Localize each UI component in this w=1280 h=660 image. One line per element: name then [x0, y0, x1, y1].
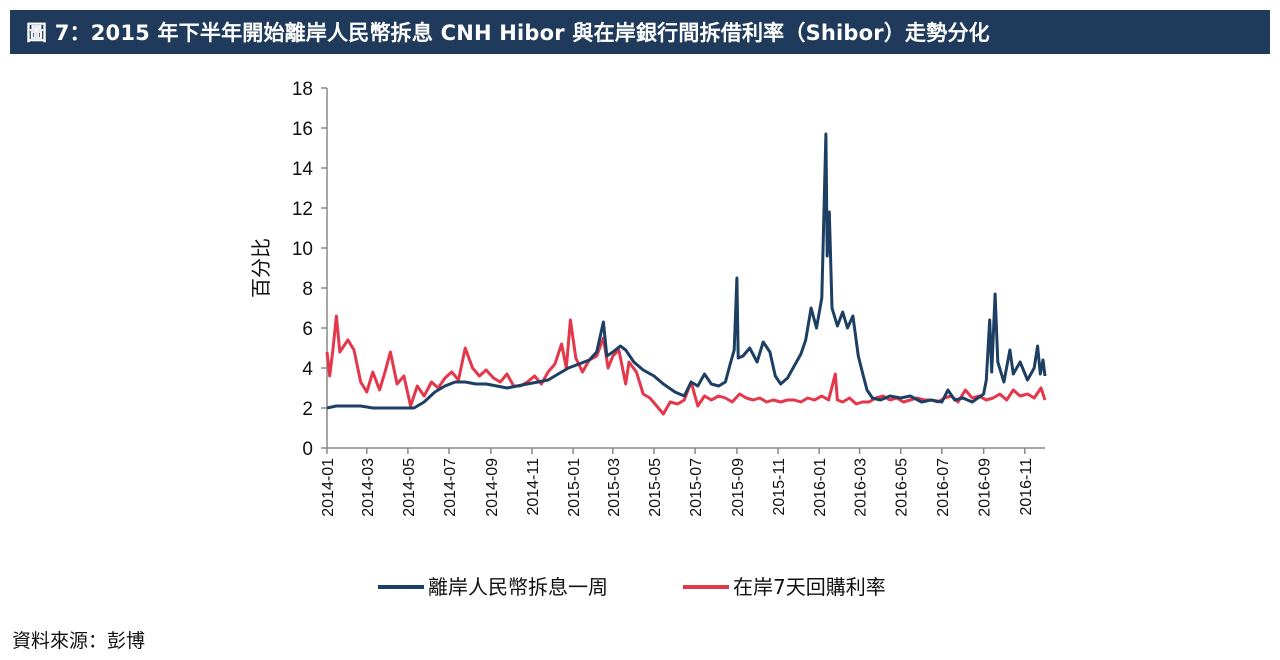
x-tick-label: 2014-11	[525, 458, 542, 516]
x-tick-label: 2014-05	[401, 458, 418, 517]
y-tick-label: 8	[302, 279, 313, 300]
y-tick-label: 2	[302, 399, 313, 420]
figure-title-bar: 圖 7：2015 年下半年開始離岸人民幣拆息 CNH Hibor 與在岸銀行間拆…	[10, 10, 1270, 54]
legend-label-onshore: 在岸7天回購利率	[733, 575, 886, 599]
y-axis-label: 百分比	[249, 238, 273, 298]
series-line-offshore	[326, 132, 1047, 410]
y-tick-label: 14	[292, 159, 314, 180]
x-tick-label: 2016-01	[812, 458, 829, 517]
x-tick-label: 2014-03	[360, 458, 377, 517]
source-note: 資料來源：彭博	[12, 630, 146, 652]
x-axis-ticks: 2014-01 2014-03 2014-05 2014-07 2014-09 2014-…	[320, 448, 1035, 517]
x-tick-label: 2015-03	[606, 458, 623, 517]
y-axis-ticks: 0 2 4 6 8 10 12 14 16 18	[292, 79, 327, 460]
x-tick-label: 2015-05	[647, 458, 664, 517]
x-tick-label: 2016-05	[894, 458, 911, 517]
x-tick-label: 2014-01	[320, 458, 337, 517]
figure-title: 圖 7：2015 年下半年開始離岸人民幣拆息 CNH Hibor 與在岸銀行間拆…	[26, 21, 990, 45]
x-tick-label: 2015-09	[730, 458, 747, 517]
y-tick-label: 4	[302, 359, 313, 380]
y-tick-label: 10	[292, 239, 313, 260]
chart-series	[325, 132, 1047, 416]
series-line-onshore	[325, 314, 1047, 416]
x-tick-label: 2015-01	[566, 458, 583, 517]
x-tick-label: 2015-11	[771, 458, 788, 516]
legend-label-offshore: 離岸人民幣拆息一周	[428, 575, 608, 599]
y-tick-label: 16	[292, 119, 313, 140]
y-tick-label: 12	[292, 199, 313, 220]
y-tick-label: 18	[292, 79, 313, 100]
y-tick-label: 6	[302, 319, 313, 340]
x-tick-label: 2016-07	[935, 458, 952, 517]
chart-axes	[326, 88, 1045, 449]
x-tick-label: 2014-07	[442, 458, 459, 517]
y-tick-label: 0	[302, 439, 313, 460]
x-tick-label: 2016-09	[977, 458, 994, 517]
chart-legend: 離岸人民幣拆息一周 在岸7天回購利率	[378, 575, 886, 599]
x-tick-label: 2015-07	[688, 458, 705, 517]
x-tick-label: 2016-11	[1018, 458, 1035, 516]
x-tick-label: 2014-09	[484, 458, 501, 517]
x-tick-label: 2016-03	[853, 458, 870, 517]
